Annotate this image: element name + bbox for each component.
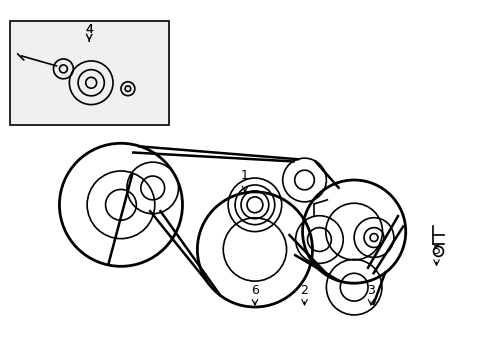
- Text: 1: 1: [241, 169, 248, 182]
- Text: 4: 4: [85, 23, 93, 36]
- Text: 3: 3: [366, 284, 374, 297]
- Text: 5: 5: [431, 244, 440, 257]
- Text: 6: 6: [250, 284, 258, 297]
- Bar: [10, 21, 168, 125]
- Text: 4: 4: [85, 23, 93, 36]
- Text: 2: 2: [300, 284, 308, 297]
